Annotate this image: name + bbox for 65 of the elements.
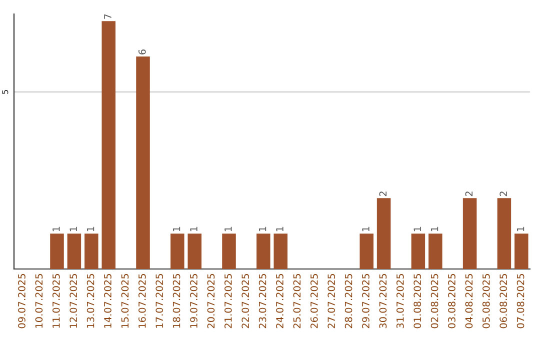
data-label: 1 <box>362 226 370 232</box>
x-tick-label: 07.08.2025 <box>516 274 524 328</box>
data-label: 7 <box>104 14 112 19</box>
x-tick-label: 31.07.2025 <box>396 274 404 328</box>
x-tick-label: 05.08.2025 <box>482 274 490 328</box>
x-tick-label: 15.07.2025 <box>121 274 129 328</box>
x-tick-label: 11.07.2025 <box>52 274 60 328</box>
bar <box>102 21 116 269</box>
x-tick-label: 06.08.2025 <box>500 274 508 328</box>
x-tick-label: 21.07.2025 <box>224 274 232 328</box>
x-tick-label: 09.07.2025 <box>18 274 26 328</box>
x-tick-label: 30.07.2025 <box>379 274 387 328</box>
data-label: 1 <box>414 226 421 232</box>
data-label: 2 <box>379 192 386 196</box>
data-label: 1 <box>258 226 266 232</box>
x-tick-label: 13.07.2025 <box>86 274 94 328</box>
bar <box>170 234 184 269</box>
x-tick-label: 24.07.2025 <box>276 274 284 328</box>
x-tick-label: 19.07.2025 <box>190 274 198 328</box>
data-label: 6 <box>138 50 146 54</box>
x-tick-label: 01.08.2025 <box>414 274 422 328</box>
x-tick-label: 28.07.2025 <box>344 274 352 328</box>
bar <box>376 198 391 269</box>
data-label: 2 <box>465 192 472 196</box>
data-label: 1 <box>516 226 524 232</box>
x-tick-label: 26.07.2025 <box>310 274 318 328</box>
x-tick-label: 22.07.2025 <box>242 274 250 328</box>
x-tick-label: 18.07.2025 <box>172 274 180 328</box>
x-tick-label: 25.07.2025 <box>293 274 301 328</box>
x-tick-label: 14.07.2025 <box>104 274 112 328</box>
bar <box>274 234 288 269</box>
y-tick-label: 5 <box>2 90 8 94</box>
data-label: 1 <box>276 226 284 232</box>
x-tick-label: 12.07.2025 <box>70 274 78 328</box>
x-tick-label: 27.07.2025 <box>328 274 336 328</box>
data-label: 1 <box>52 226 60 232</box>
data-label: 1 <box>430 226 438 232</box>
data-label: 1 <box>190 226 198 232</box>
bar <box>222 234 236 269</box>
x-tick-label: 02.08.2025 <box>430 274 438 328</box>
bar <box>428 234 442 269</box>
data-label: 1 <box>172 226 180 232</box>
x-tick-label: 17.07.2025 <box>156 274 164 328</box>
x-tick-label: 10.07.2025 <box>35 274 43 328</box>
bar <box>497 198 512 269</box>
x-tick-label: 20.07.2025 <box>207 274 215 328</box>
bar <box>188 234 202 269</box>
x-tick-label: 04.08.2025 <box>465 274 473 328</box>
x-tick-label: 29.07.2025 <box>362 274 370 328</box>
bar <box>67 234 82 269</box>
x-tick-label: 23.07.2025 <box>258 274 266 328</box>
bar <box>50 234 64 269</box>
bar <box>256 234 270 269</box>
bar <box>84 234 98 269</box>
data-label: 1 <box>224 226 232 232</box>
x-tick-label: 16.07.2025 <box>138 274 146 328</box>
bar <box>514 234 528 269</box>
x-tick-label: 03.08.2025 <box>448 274 456 328</box>
data-label: 2 <box>500 192 507 196</box>
data-label: 1 <box>86 226 94 232</box>
bar <box>462 198 477 269</box>
bar <box>411 234 426 269</box>
data-label: 1 <box>70 226 77 232</box>
bar <box>136 56 150 269</box>
bar <box>360 234 374 269</box>
